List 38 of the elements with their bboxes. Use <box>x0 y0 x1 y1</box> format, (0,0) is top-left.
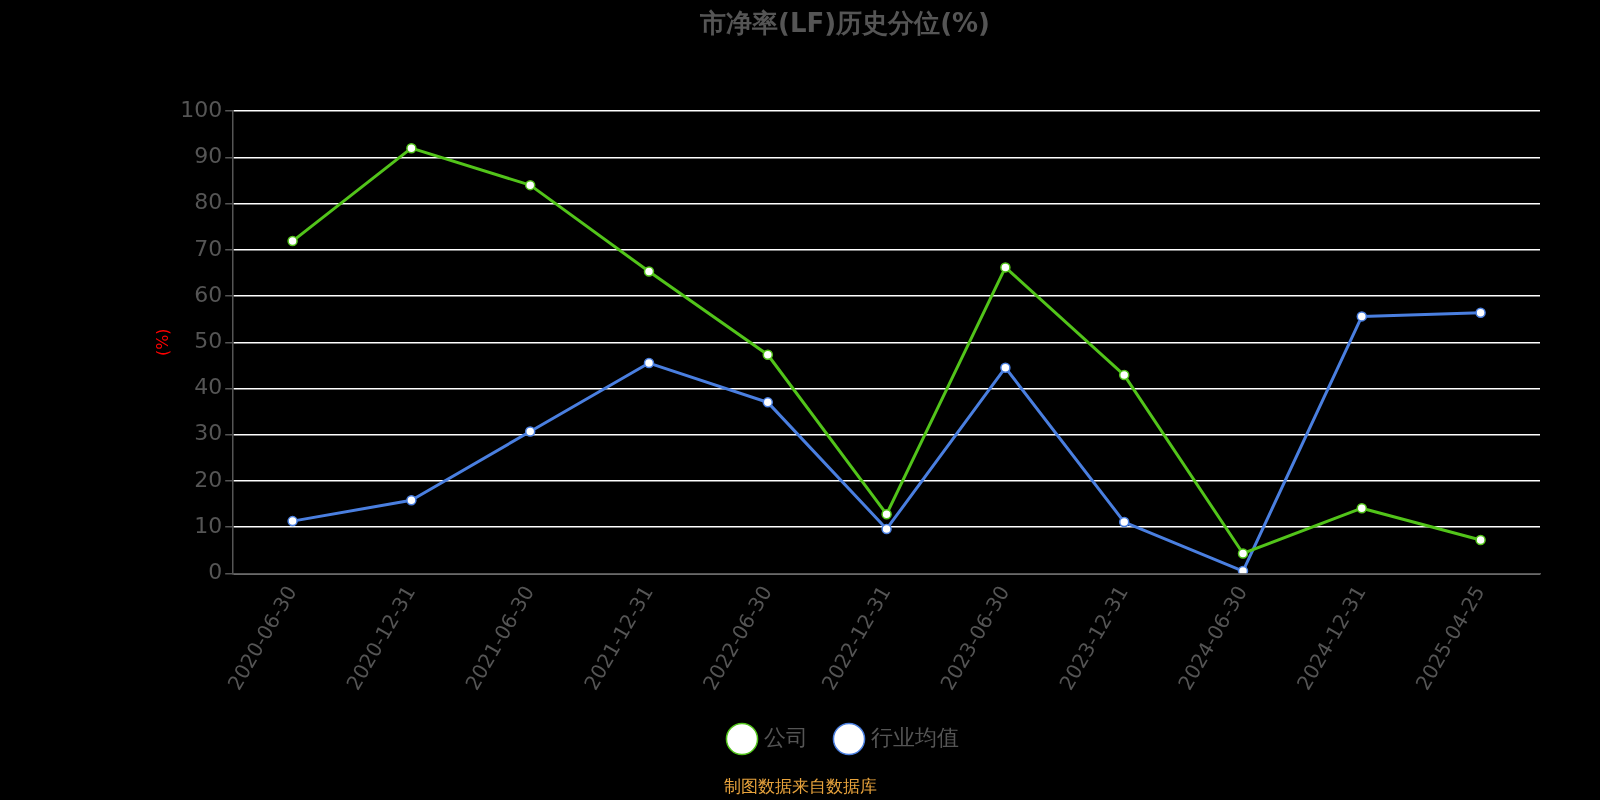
point <box>1237 548 1249 559</box>
point <box>1475 534 1486 546</box>
y-tick-label: 100 <box>180 96 223 122</box>
point <box>1356 502 1368 514</box>
legend-label: 公司 <box>764 724 808 750</box>
point <box>1237 565 1249 574</box>
y-tick-label: 30 <box>194 420 223 446</box>
y-tick-label: 80 <box>194 189 223 215</box>
point <box>643 266 655 277</box>
y-tick-label: 40 <box>194 374 223 400</box>
point <box>524 179 536 191</box>
point <box>881 523 892 535</box>
point <box>643 357 655 369</box>
point <box>1000 362 1011 373</box>
point <box>406 495 417 506</box>
point <box>524 426 536 437</box>
point <box>762 397 774 408</box>
y-tick-label: 20 <box>194 466 223 492</box>
point <box>1118 369 1130 381</box>
point <box>762 349 774 360</box>
point <box>1475 307 1486 318</box>
point <box>1118 516 1130 528</box>
y-tick-label: 90 <box>194 143 223 169</box>
point <box>881 508 892 520</box>
point <box>406 142 417 154</box>
chart-title: 市净率(LF)历史分位(%) <box>699 8 990 39</box>
y-tick-label: 70 <box>194 235 223 261</box>
point <box>287 235 298 247</box>
point <box>287 515 298 527</box>
y-tick-label: 10 <box>194 512 223 538</box>
point <box>1000 262 1011 273</box>
y-tick-label: 50 <box>194 327 223 353</box>
y-tick-label: 0 <box>208 559 223 585</box>
point <box>1356 311 1368 322</box>
y-axis-title: (%) <box>152 328 172 357</box>
y-tick-label: 60 <box>194 281 223 307</box>
text: 制图数据来自数据库 <box>723 775 877 796</box>
legend-label: 行业均值 <box>871 724 959 750</box>
